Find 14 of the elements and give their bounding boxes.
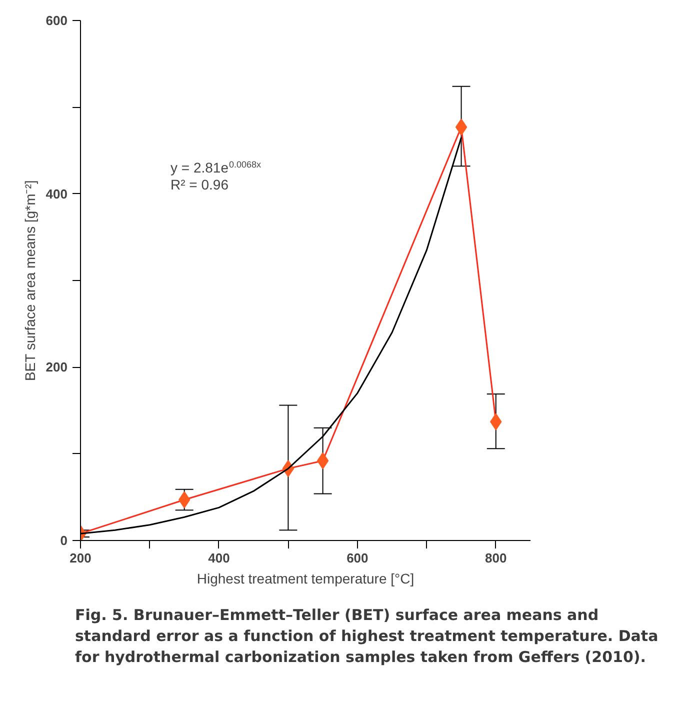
annotation: R² = 0.96 (170, 176, 229, 192)
caption: Fig. 5. Brunauer–Emmett–Teller (BET) surface area means and standard error as a function of highest treatment temperature. Data for hydrothermal carbonization samples taken from Geffers (2010). (75, 605, 660, 668)
x-tick-label: 200 (70, 550, 92, 566)
point (455, 118, 468, 136)
x-tick-label: 800 (485, 550, 507, 566)
point (316, 452, 329, 470)
x-tick-label: 600 (346, 550, 368, 566)
y-tick-label: 600 (46, 13, 68, 28)
x-axis-title: Highest treatment temperature [°C] (196, 570, 414, 586)
y-tick-label: 400 (46, 186, 68, 202)
x-tick-label: 400 (208, 550, 230, 566)
y-tick-label: 0 (60, 533, 68, 548)
y-tick-label: 200 (46, 360, 68, 375)
y-axis-title: BET surface area means [g*m⁻²] (22, 180, 38, 382)
